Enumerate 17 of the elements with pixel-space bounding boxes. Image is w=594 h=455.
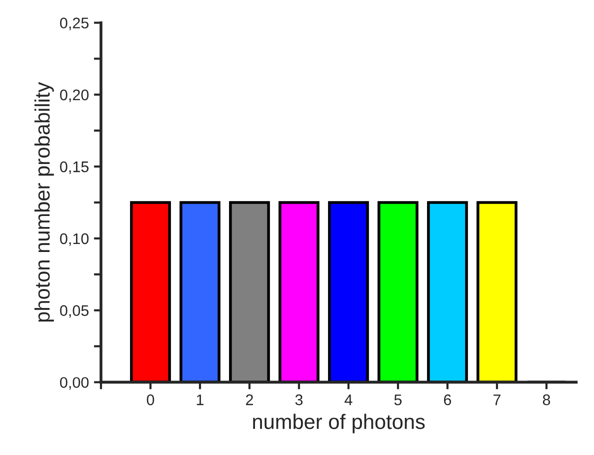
y-tick-label: 0,25	[60, 18, 89, 30]
x-tick-label: 7	[494, 394, 500, 406]
x-tick-label: 5	[394, 394, 402, 406]
y-tick-label: 0,05	[60, 305, 89, 318]
y-tick-label: 0,00	[60, 377, 89, 390]
y-axis-title: photon number probability	[34, 82, 54, 322]
y-tick-label: 0,20	[60, 90, 89, 102]
x-tick-label: 2	[246, 394, 253, 406]
x-axis-title: number of photons	[253, 414, 425, 434]
x-tick-label: 4	[344, 394, 352, 406]
x-tick-label: 8	[542, 394, 550, 406]
y-tick-label: 0,10	[60, 233, 89, 246]
y-tick-label: 0,15	[60, 161, 89, 174]
x-tick-label: 3	[295, 394, 303, 406]
x-tick-label: 0	[146, 394, 154, 406]
x-tick-label: 6	[444, 394, 452, 406]
x-tick-label: 1	[196, 394, 204, 406]
